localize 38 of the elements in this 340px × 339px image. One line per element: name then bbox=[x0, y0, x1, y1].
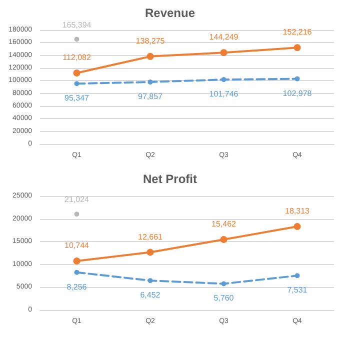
point bbox=[294, 273, 300, 278]
point bbox=[220, 236, 228, 243]
point bbox=[294, 222, 301, 230]
data-label: 95,347 bbox=[64, 94, 90, 103]
data-label: 12,661 bbox=[138, 232, 164, 242]
data-label: 8,256 bbox=[66, 282, 88, 292]
data-label: 18,313 bbox=[285, 206, 310, 216]
data-label: 102,978 bbox=[282, 88, 312, 98]
point bbox=[294, 44, 301, 52]
data-label: 5,760 bbox=[214, 294, 234, 303]
chart-title: Revenue bbox=[144, 6, 196, 20]
point bbox=[221, 77, 226, 82]
data-label: 165,394 bbox=[62, 20, 92, 30]
point bbox=[146, 248, 154, 256]
data-label: 21,024 bbox=[64, 195, 90, 204]
data-label: 15,462 bbox=[212, 219, 237, 228]
data-label: 112,082 bbox=[62, 53, 92, 62]
data-label: 152,216 bbox=[282, 28, 312, 37]
point bbox=[146, 52, 154, 60]
point bbox=[74, 270, 80, 275]
point bbox=[148, 278, 153, 284]
point bbox=[148, 80, 153, 85]
point bbox=[294, 76, 300, 82]
point bbox=[73, 70, 80, 77]
chart-title: Net Profit bbox=[143, 172, 198, 186]
point bbox=[74, 212, 80, 217]
point bbox=[74, 81, 80, 86]
data-label: 7,531 bbox=[287, 286, 308, 295]
data-label: 10,744 bbox=[64, 241, 90, 250]
point bbox=[220, 49, 228, 56]
data-label: 101,746 bbox=[209, 90, 239, 99]
point bbox=[73, 258, 80, 265]
data-label: 144,249 bbox=[209, 32, 239, 42]
point bbox=[221, 281, 226, 286]
data-label: 97,857 bbox=[138, 92, 164, 102]
data-label: 138,275 bbox=[136, 36, 166, 46]
point bbox=[74, 36, 80, 42]
data-label: 6,452 bbox=[140, 290, 161, 300]
